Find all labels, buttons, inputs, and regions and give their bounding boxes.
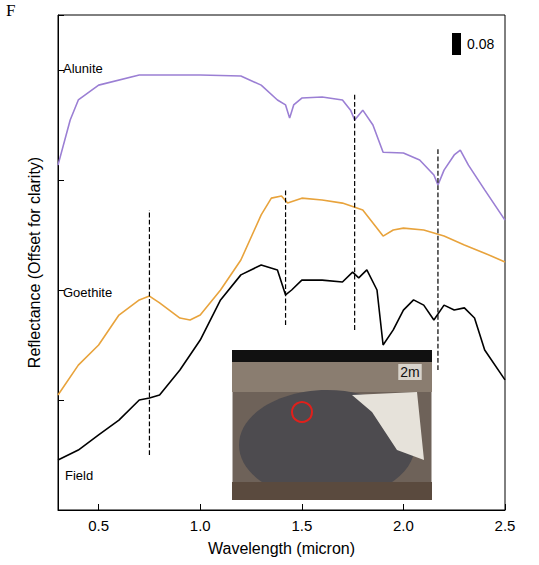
svg-text:1.0: 1.0 [190, 517, 211, 534]
svg-text:2m: 2m [400, 364, 419, 380]
svg-text:Alunite: Alunite [63, 61, 103, 76]
svg-text:2.0: 2.0 [393, 517, 414, 534]
svg-text:0.5: 0.5 [88, 517, 109, 534]
svg-text:Field: Field [65, 468, 93, 483]
svg-text:Reflectance (Offset for clarit: Reflectance (Offset for clarity) [26, 157, 43, 368]
svg-text:Goethite: Goethite [63, 285, 112, 300]
svg-text:F: F [6, 1, 15, 20]
svg-text:1.5: 1.5 [291, 517, 312, 534]
svg-text:0.08: 0.08 [467, 36, 494, 52]
svg-text:2.5: 2.5 [495, 517, 516, 534]
svg-text:Wavelength (micron): Wavelength (micron) [208, 540, 355, 557]
